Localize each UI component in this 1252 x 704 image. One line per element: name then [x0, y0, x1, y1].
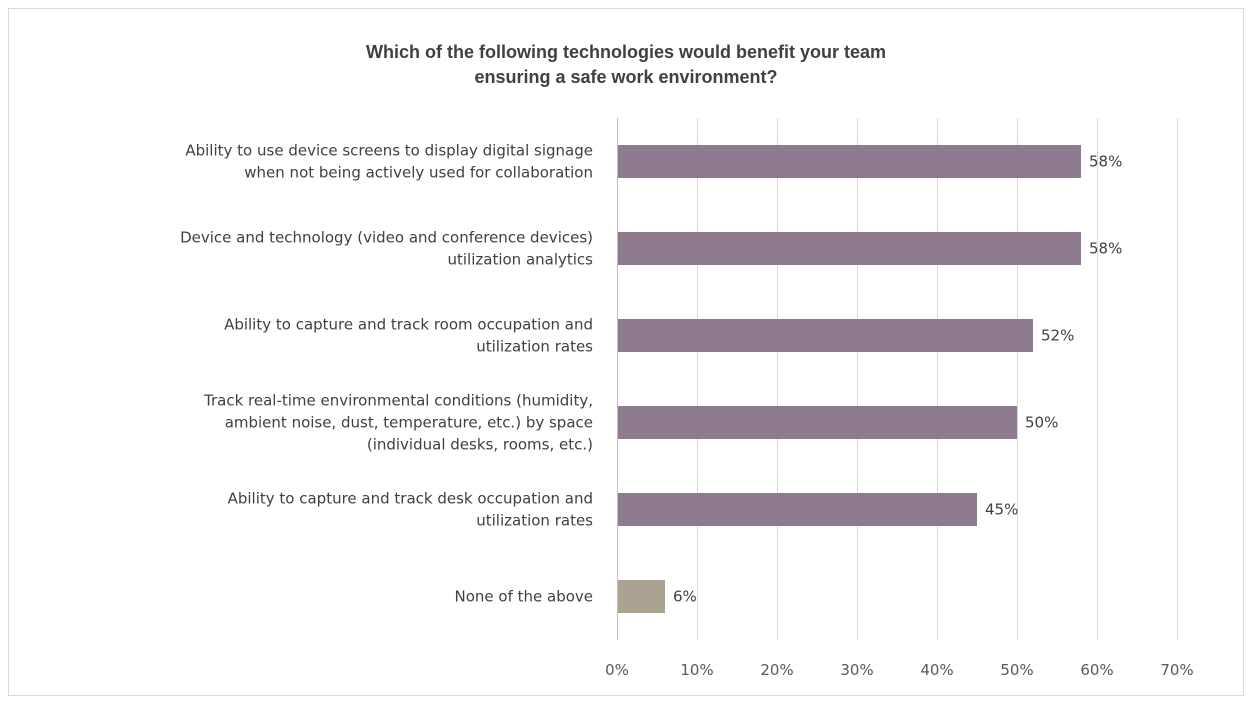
bar-0	[618, 145, 1081, 178]
bar-5	[618, 580, 665, 613]
category-labels: Ability to use device screens to display…	[180, 142, 593, 606]
category-label-2-line-1: utilization rates	[476, 338, 593, 356]
category-label-4: Ability to capture and track desk occupa…	[228, 490, 594, 530]
category-label-3-line-0: Track real-time environmental conditions…	[203, 392, 593, 410]
category-label-3: Track real-time environmental conditions…	[203, 392, 593, 454]
x-tick-label-4: 40%	[920, 661, 953, 679]
bar-3	[618, 406, 1017, 439]
category-label-3-line-2: (individual desks, rooms, etc.)	[367, 436, 593, 454]
category-label-5-line-0: None of the above	[454, 588, 593, 606]
category-label-5: None of the above	[454, 588, 593, 606]
category-label-4-line-1: utilization rates	[476, 512, 593, 530]
bar-4	[618, 493, 977, 526]
category-label-1-line-1: utilization analytics	[447, 251, 593, 269]
bars	[618, 145, 1081, 613]
data-label-5: 6%	[673, 588, 697, 606]
data-label-0: 58%	[1089, 153, 1122, 171]
data-label-4: 45%	[985, 501, 1018, 519]
data-labels: 58% 58% 52% 50% 45% 6%	[673, 153, 1122, 606]
category-label-1-line-0: Device and technology (video and confere…	[180, 229, 593, 247]
x-tick-label-1: 10%	[680, 661, 713, 679]
category-label-1: Device and technology (video and confere…	[180, 229, 593, 269]
category-label-3-line-1: ambient noise, dust, temperature, etc.) …	[225, 414, 593, 432]
category-label-2-line-0: Ability to capture and track room occupa…	[224, 316, 593, 334]
x-tick-label-3: 30%	[840, 661, 873, 679]
chart-title-line-1: Which of the following technologies woul…	[366, 42, 886, 62]
bar-2	[618, 319, 1033, 352]
gridlines	[617, 118, 1178, 640]
data-label-1: 58%	[1089, 240, 1122, 258]
category-label-0-line-0: Ability to use device screens to display…	[185, 142, 593, 160]
x-tick-label-7: 70%	[1160, 661, 1193, 679]
x-tick-label-2: 20%	[760, 661, 793, 679]
data-label-2: 52%	[1041, 327, 1074, 345]
chart-title: Which of the following technologies woul…	[0, 40, 1252, 90]
bar-1	[618, 232, 1081, 265]
x-tick-label-5: 50%	[1000, 661, 1033, 679]
category-label-0: Ability to use device screens to display…	[185, 142, 593, 182]
category-label-2: Ability to capture and track room occupa…	[224, 316, 593, 356]
x-tick-label-0: 0%	[605, 661, 629, 679]
category-label-4-line-0: Ability to capture and track desk occupa…	[228, 490, 593, 508]
data-label-3: 50%	[1025, 414, 1058, 432]
x-axis-tick-labels: 0% 10% 20% 30% 40% 50% 60% 70%	[605, 661, 1194, 679]
chart-title-line-2: ensuring a safe work environment?	[474, 67, 778, 87]
x-tick-label-6: 60%	[1080, 661, 1113, 679]
category-label-0-line-1: when not being actively used for collabo…	[244, 164, 593, 182]
